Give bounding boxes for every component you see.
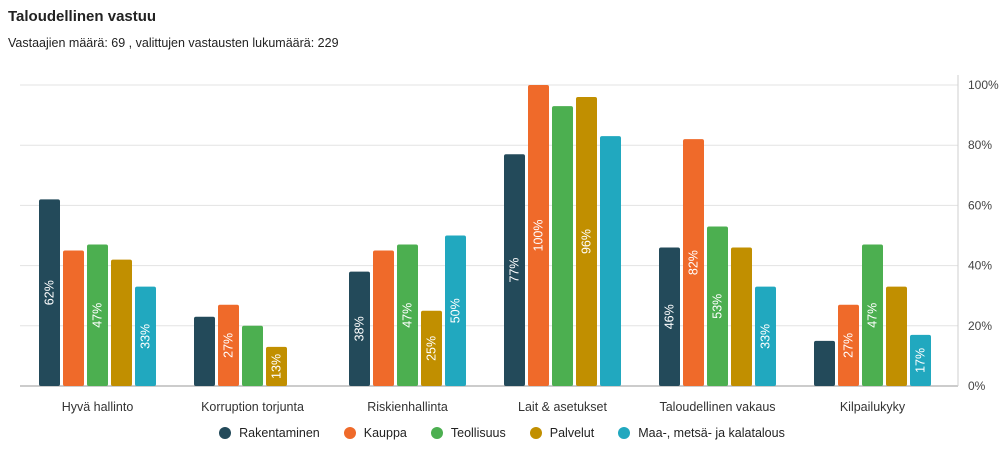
- bar: [600, 136, 621, 386]
- legend-label: Teollisuus: [450, 426, 506, 440]
- bar: [814, 340, 835, 386]
- legend-label: Maa-, metsä- ja kalatalous: [638, 426, 785, 440]
- bar-chart: 0% 20% 40% 60% 80% 100% 62% 47% 33% Hyvä hallinto…: [20, 75, 999, 414]
- data-label: 77%: [508, 258, 522, 283]
- bar: [576, 97, 597, 386]
- bar: [910, 334, 931, 386]
- x-tick-label: Taloudellinen vakaus: [659, 400, 775, 414]
- legend-label: Rakentaminen: [239, 426, 320, 440]
- bar: [707, 226, 728, 386]
- bar: [242, 325, 263, 386]
- data-label: 50%: [449, 298, 463, 323]
- bar: [373, 250, 394, 386]
- x-tick-label: Riskienhallinta: [367, 400, 448, 414]
- bar: [445, 235, 466, 386]
- legend-item[interactable]: Rakentaminen: [219, 426, 320, 440]
- bar: [111, 259, 132, 386]
- chart-subtitle: Vastaajien määrä: 69 , valittujen vastau…: [8, 36, 339, 50]
- bar: [349, 271, 370, 386]
- legend-swatch-icon: [343, 427, 356, 439]
- y-tick-label: 80%: [968, 138, 992, 152]
- y-tick-label: 40%: [968, 259, 992, 273]
- data-label: 25%: [425, 336, 439, 361]
- data-label: 27%: [842, 333, 856, 358]
- bar: [218, 304, 239, 386]
- legend-label: Kauppa: [363, 426, 407, 440]
- legend-label: Palvelut: [549, 426, 595, 440]
- bar: [421, 310, 442, 386]
- bar: [135, 286, 156, 386]
- y-tick-label: 0%: [968, 379, 986, 393]
- bar: [755, 286, 776, 386]
- bar: [838, 304, 859, 386]
- bar: [87, 244, 108, 386]
- legend-item[interactable]: Palvelut: [529, 426, 595, 440]
- bar: [731, 247, 752, 386]
- legend-item[interactable]: Maa-, metsä- ja kalatalous: [618, 426, 785, 440]
- data-label: 47%: [401, 303, 415, 328]
- data-label: 96%: [580, 229, 594, 254]
- x-tick-label: Kilpailukyky: [840, 400, 906, 414]
- legend-item[interactable]: Kauppa: [343, 426, 407, 440]
- data-label: 100%: [532, 220, 546, 252]
- y-tick-label: 100%: [968, 78, 999, 92]
- legend-swatch-icon: [430, 427, 443, 439]
- bar: [862, 244, 883, 386]
- data-label: 47%: [91, 303, 105, 328]
- data-label: 47%: [866, 303, 880, 328]
- bar: [683, 139, 704, 386]
- bar: [266, 346, 287, 386]
- y-tick-label: 60%: [968, 198, 992, 212]
- bar: [659, 247, 680, 386]
- chart-title: Taloudellinen vastuu: [8, 8, 157, 25]
- legend-item[interactable]: Teollisuus: [430, 426, 506, 440]
- bar: [504, 154, 525, 386]
- data-label: 13%: [270, 354, 284, 379]
- chart-legend: Rakentaminen Kauppa Teollisuus Palvelut Maa-…: [0, 426, 1004, 440]
- x-tick-label: Hyvä hallinto: [62, 400, 134, 414]
- x-tick-label: Korruption torjunta: [201, 400, 304, 414]
- data-label: 17%: [914, 348, 928, 373]
- data-label: 62%: [43, 280, 57, 305]
- data-label: 82%: [687, 250, 701, 275]
- legend-swatch-icon: [618, 427, 631, 439]
- data-label: 33%: [759, 324, 773, 349]
- bar: [63, 250, 84, 386]
- data-label: 27%: [222, 333, 236, 358]
- bar: [39, 199, 60, 386]
- data-label: 46%: [663, 304, 677, 329]
- y-tick-label: 20%: [968, 319, 992, 333]
- data-label: 53%: [711, 294, 725, 319]
- bar: [552, 106, 573, 386]
- legend-swatch-icon: [219, 427, 232, 439]
- bar: [397, 244, 418, 386]
- bar: [886, 286, 907, 386]
- data-label: 33%: [139, 324, 153, 349]
- bar: [194, 316, 215, 386]
- bar: [528, 85, 549, 386]
- data-label: 38%: [353, 316, 367, 341]
- legend-swatch-icon: [529, 427, 542, 439]
- x-tick-label: Lait & asetukset: [518, 400, 607, 414]
